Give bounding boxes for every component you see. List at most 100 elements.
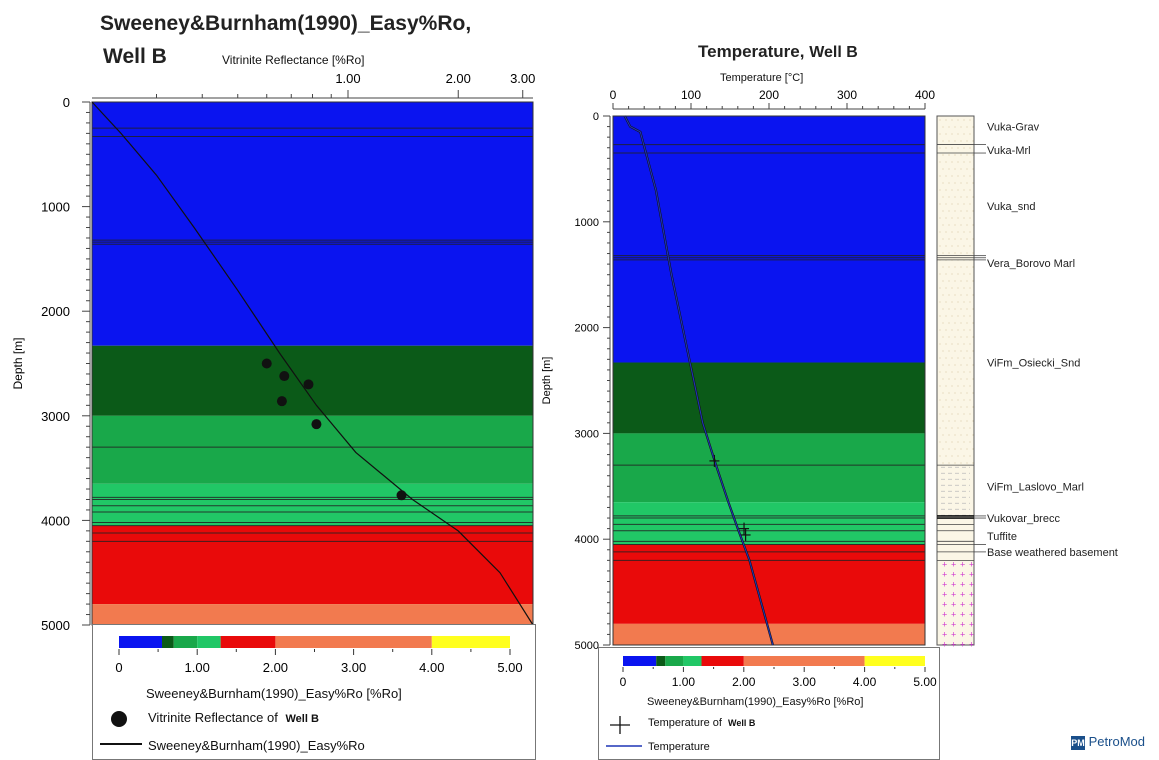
litho-sand-dot: [951, 119, 953, 121]
litho-sand-dot: [942, 406, 944, 408]
litho-sand-dot: [960, 238, 962, 240]
litho-sand-dot: [948, 196, 950, 198]
litho-sand-dot: [957, 301, 959, 303]
litho-sand-dot: [945, 217, 947, 219]
right-scale-segment: [665, 656, 684, 666]
litho-sand-dot: [957, 413, 959, 415]
litho-basement-mark: +: [951, 570, 956, 580]
litho-sand-dot: [972, 252, 974, 254]
litho-sand-dot: [948, 378, 950, 380]
left-scale-segment: [197, 636, 221, 648]
right-legend-points-label: Temperature of Well B: [648, 717, 755, 729]
formation-label: Vuka-Grav: [987, 122, 1040, 134]
litho-sand-dot: [960, 224, 962, 226]
litho-sand-dot: [960, 392, 962, 394]
litho-sand-dot: [966, 210, 968, 212]
right-scale-segment: [701, 656, 744, 666]
litho-sand-dot: [939, 455, 941, 457]
left-legend-line-label: Sweeney&Burnham(1990)_Easy%Ro: [148, 738, 365, 753]
litho-sand-dot: [960, 364, 962, 366]
litho-sand-dot: [948, 420, 950, 422]
litho-sand-dot: [945, 399, 947, 401]
litho-sand-dot: [951, 189, 953, 191]
formation-label: Base weathered basement: [987, 547, 1118, 559]
litho-sand-dot: [954, 406, 956, 408]
right-plot-frame: [612, 115, 926, 646]
litho-sand-dot: [948, 252, 950, 254]
litho-sand-dot: [960, 266, 962, 268]
litho-sand-dot: [960, 252, 962, 254]
litho-sand-dot: [951, 175, 953, 177]
litho-sand-dot: [972, 378, 974, 380]
formation-label: Vuka-Mrl: [987, 145, 1031, 157]
litho-sand-dot: [951, 245, 953, 247]
lithology-column: + + + ++ + + ++ + + ++ + + ++ + + ++ + + ++ + + ++ + + ++ + + +Vuka…: [936, 115, 1118, 650]
left-layer-band: [92, 102, 533, 346]
left-scale-tick-label: 5.00: [497, 660, 522, 675]
litho-sand-dot: [942, 238, 944, 240]
litho-sand-dot: [963, 441, 965, 443]
litho-sand-dot: [948, 280, 950, 282]
litho-sand-dot: [972, 322, 974, 324]
litho-sand-dot: [960, 182, 962, 184]
litho-sand-dot: [969, 161, 971, 163]
litho-sand-dot: [951, 231, 953, 233]
litho-sand-dot: [963, 301, 965, 303]
litho-sand-dot: [948, 154, 950, 156]
litho-sand-dot: [954, 266, 956, 268]
litho-sand-dot: [963, 385, 965, 387]
litho-basement-mark: +: [969, 630, 974, 640]
left-vitrinite-point: [261, 358, 272, 369]
litho-sand-dot: [945, 119, 947, 121]
litho-sand-dot: [960, 420, 962, 422]
litho-sand-dot: [963, 231, 965, 233]
litho-basement-mark: +: [951, 610, 956, 620]
litho-sand-dot: [957, 161, 959, 163]
litho-sand-dot: [972, 126, 974, 128]
litho-sand-dot: [966, 154, 968, 156]
litho-sand-dot: [972, 434, 974, 436]
litho-sand-dot: [951, 217, 953, 219]
right-legend-line-icon: [606, 745, 642, 747]
left-scale-segment: [275, 636, 432, 648]
left-y-axis-label: Depth [m]: [11, 337, 25, 389]
left-legend-dot-icon: [111, 711, 127, 727]
litho-sand-dot: [942, 364, 944, 366]
left-y-tick-label: 2000: [41, 304, 70, 319]
litho-sand-dot: [951, 161, 953, 163]
litho-sand-dot: [963, 287, 965, 289]
litho-sand-dot: [951, 147, 953, 149]
litho-sand-dot: [960, 210, 962, 212]
litho-sand-dot: [969, 329, 971, 331]
litho-sand-dot: [969, 189, 971, 191]
litho-sand-dot: [969, 175, 971, 177]
litho-sand-dot: [954, 392, 956, 394]
left-y-tick-label: 3000: [41, 409, 70, 424]
litho-sand-dot: [966, 168, 968, 170]
right-layer-band: [613, 362, 925, 434]
left-scale-tick-label: 0: [115, 660, 122, 675]
litho-sand-dot: [945, 287, 947, 289]
litho-sand-dot: [939, 329, 941, 331]
litho-sand-dot: [951, 287, 953, 289]
litho-sand-dot: [939, 315, 941, 317]
right-y-tick-label: 2000: [575, 323, 599, 335]
litho-sand-dot: [963, 245, 965, 247]
litho-basement-mark: +: [951, 560, 956, 570]
litho-basement-mark: +: [942, 640, 947, 650]
right-legend-points-well: Well B: [728, 718, 756, 728]
litho-sand-dot: [966, 448, 968, 450]
litho-basement-mark: +: [942, 610, 947, 620]
litho-sand-dot: [972, 224, 974, 226]
litho-sand-dot: [954, 378, 956, 380]
right-scale-tick-label: 4.00: [853, 675, 877, 689]
litho-sand-dot: [951, 133, 953, 135]
right-scale-label: Sweeney&Burnham(1990)_Easy%Ro [%Ro]: [647, 696, 864, 708]
litho-sand-dot: [972, 364, 974, 366]
litho-sand-dot: [957, 273, 959, 275]
litho-sand-dot: [960, 126, 962, 128]
litho-basement-mark: +: [942, 570, 947, 580]
litho-sand-dot: [963, 455, 965, 457]
litho-sand-dot: [951, 441, 953, 443]
litho-sand-dot: [939, 161, 941, 163]
